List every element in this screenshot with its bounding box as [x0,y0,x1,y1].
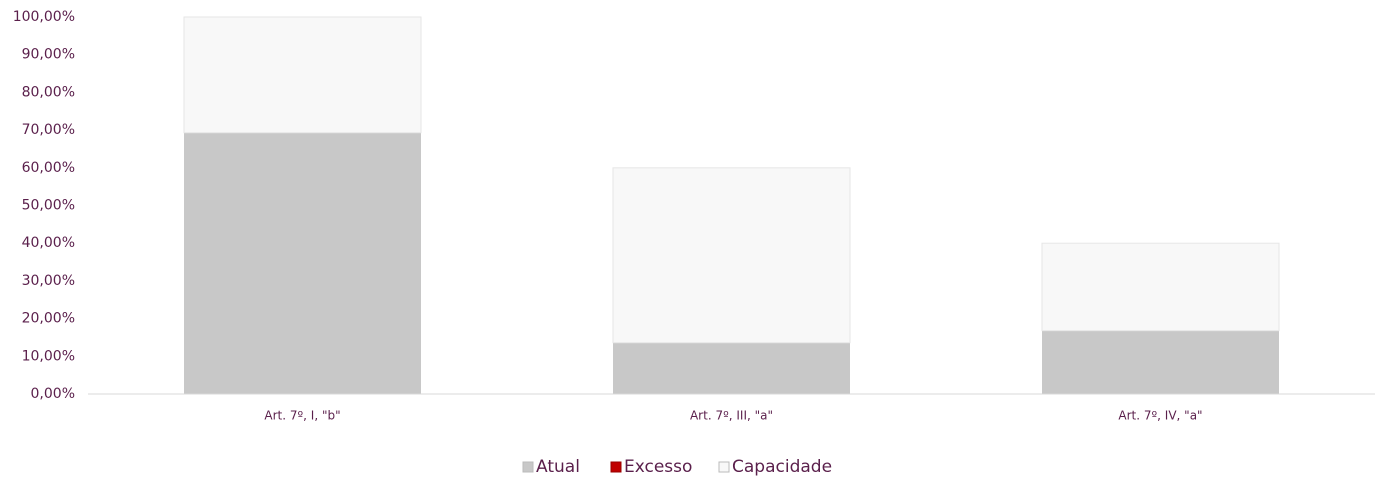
y-tick-label: 50,00% [22,198,75,214]
bar-segment [612,167,851,344]
legend-label: Excesso [624,457,692,477]
y-tick-label: 30,00% [22,273,75,289]
x-tick-label: Art. 7º, I, "b" [264,409,340,423]
bar-segment [1042,330,1279,394]
bar-segment [183,16,422,134]
x-tick-label: Art. 7º, IV, "a" [1118,409,1202,423]
legend-marker [718,461,730,473]
y-tick-label: 10,00% [22,348,75,364]
bar-segment [184,132,421,394]
y-tick-label: 0,00% [31,386,75,402]
y-tick-label: 80,00% [22,84,75,100]
y-tick-label: 70,00% [22,122,75,138]
bar-segment [613,342,850,394]
y-tick-label: 20,00% [22,311,75,327]
y-tick-label: 60,00% [22,160,75,176]
legend-marker [610,461,622,473]
x-tick-label: Art. 7º, III, "a" [690,409,773,423]
y-tick-label: 100,00% [13,9,75,25]
y-tick-label: 90,00% [22,47,75,63]
bar-segment [1041,242,1280,332]
legend-marker [522,461,534,473]
legend-label: Capacidade [732,457,832,477]
legend-label: Atual [536,457,580,477]
y-tick-label: 40,00% [22,235,75,251]
